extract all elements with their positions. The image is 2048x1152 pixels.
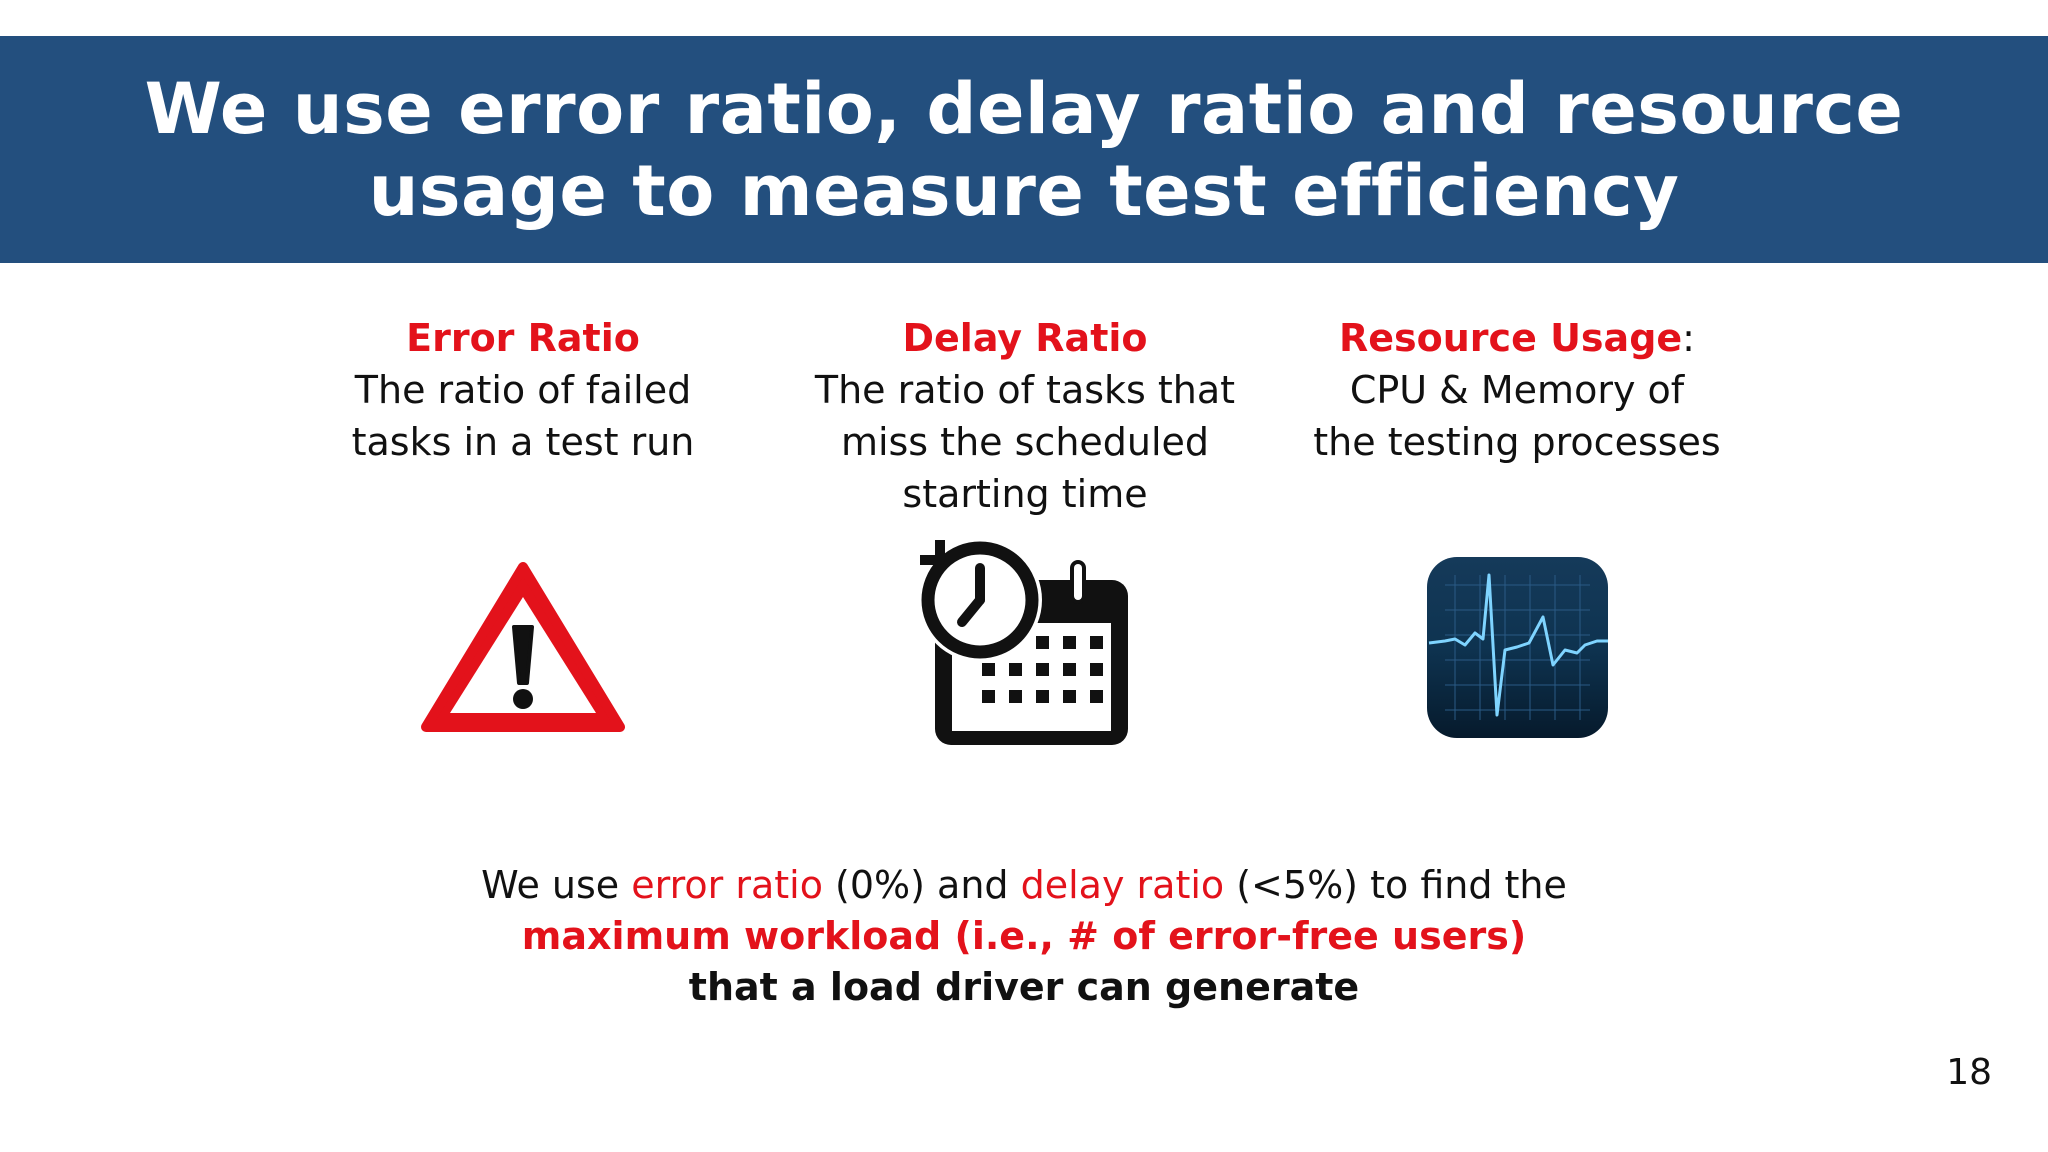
metric-desc-line: starting time bbox=[902, 472, 1148, 516]
metric-name-suffix: : bbox=[1682, 316, 1695, 360]
conclusion-line-2: maximum workload (i.e., # of error-free … bbox=[521, 914, 1527, 958]
metric-desc-line: The ratio of tasks that bbox=[814, 368, 1236, 412]
metric-desc-line: CPU & Memory of bbox=[1349, 368, 1685, 412]
conclusion-line-1: We use error ratio (0%) and delay ratio … bbox=[224, 860, 1824, 911]
conclusion-text-part: We use bbox=[481, 863, 632, 907]
metric-resource-usage: Resource Usage: CPU & Memory of the test… bbox=[1297, 312, 1737, 468]
metric-error-ratio: Error Ratio The ratio of failed tasks in… bbox=[303, 312, 743, 468]
heartbeat-monitor-icon bbox=[1425, 555, 1610, 740]
title-band: We use error ratio, delay ratio and reso… bbox=[0, 36, 2048, 263]
conclusion-text-part: (0%) and bbox=[822, 863, 1021, 907]
delay-ratio-highlight: delay ratio bbox=[1020, 863, 1225, 907]
metric-desc-line: miss the scheduled bbox=[840, 420, 1210, 464]
slide-title-line-2: usage to measure test efficiency bbox=[368, 149, 1680, 232]
slide-title-line-1: We use error ratio, delay ratio and reso… bbox=[144, 67, 1904, 150]
conclusion-text-part: (<5%) to find the bbox=[1224, 863, 1567, 907]
metric-desc-line: the testing processes bbox=[1313, 420, 1721, 464]
conclusion-line-3: that a load driver can generate bbox=[688, 965, 1360, 1009]
metric-name: Delay Ratio bbox=[902, 316, 1148, 360]
warning-triangle-icon bbox=[418, 555, 628, 745]
error-ratio-highlight: error ratio bbox=[631, 863, 823, 907]
conclusion-text: We use error ratio (0%) and delay ratio … bbox=[224, 860, 1824, 1013]
slide-title: We use error ratio, delay ratio and reso… bbox=[124, 68, 1924, 232]
metric-delay-ratio: Delay Ratio The ratio of tasks that miss… bbox=[805, 312, 1245, 520]
metric-desc-line: The ratio of failed bbox=[354, 368, 692, 412]
clock-calendar-icon bbox=[910, 538, 1140, 753]
page-number: 18 bbox=[1946, 1052, 1992, 1093]
metric-desc-line: tasks in a test run bbox=[351, 420, 695, 464]
metric-name: Error Ratio bbox=[406, 316, 640, 360]
metric-name: Resource Usage bbox=[1339, 316, 1683, 360]
